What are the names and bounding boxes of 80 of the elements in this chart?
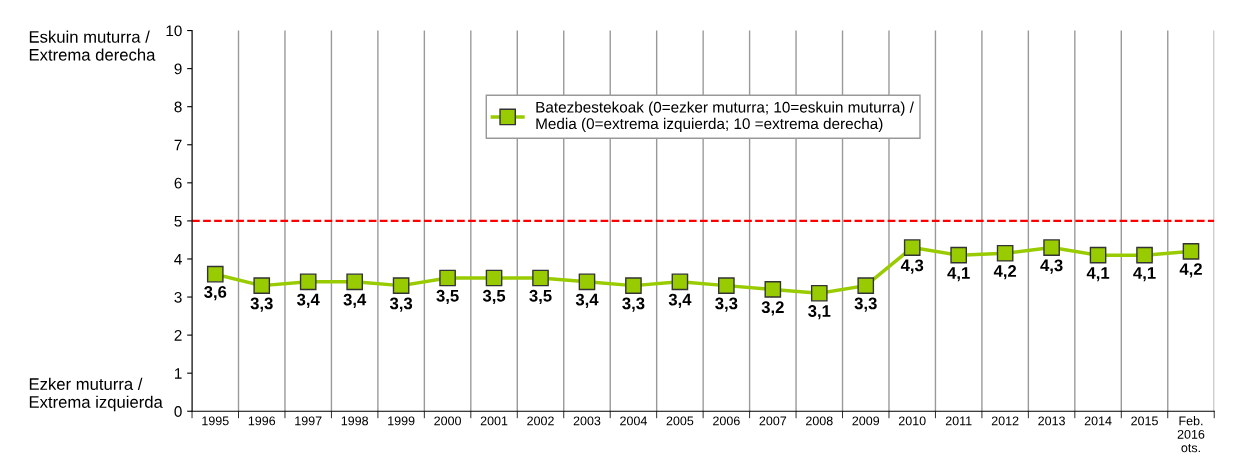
data-label: 3,4 [343,293,367,308]
x-tick-label: 2009 [852,416,880,426]
x-tick-label: 1998 [341,416,369,426]
y-tick-label: 0 [174,406,182,417]
x-tick-label: Feb. 2016 ots. [1177,416,1205,453]
y-tick-label: 8 [174,101,182,113]
x-tick-label: 2002 [527,416,554,426]
point [718,277,735,294]
point [578,273,596,291]
x-tick-label: 2005 [666,416,694,426]
point [950,246,968,264]
x-tick-label: 2010 [898,416,926,426]
point [1089,246,1107,264]
point [206,265,224,283]
legend-label: Batezbestekoak (0=ezker muturra; 10=eskuin muturra) / Media (0=extrema izquierda; 10 =extrema derecha) [536,101,914,133]
x-tick-label: 2001 [480,416,508,426]
point [857,277,875,294]
point [439,269,456,287]
y-tick-label: 10 [166,25,182,37]
x-tick-label: 2013 [1038,416,1065,426]
x-tick-label: 2011 [945,416,972,426]
point [1043,239,1060,256]
data-label: 4,2 [993,265,1017,280]
y-tick-label: 5 [174,215,182,227]
x-tick-label: 1995 [202,416,229,426]
point [996,244,1014,262]
y-tick-label: 9 [174,63,182,75]
data-label: 4,1 [1133,267,1156,282]
point [1182,243,1200,260]
point [1136,246,1153,264]
y-tick-label: 6 [174,177,182,189]
data-label: 3,1 [808,305,831,320]
data-label: 4,3 [900,259,924,274]
x-tick-label: 1997 [295,416,322,426]
x-tick-label: 2000 [434,416,462,426]
x-tick-label: 1996 [248,416,276,426]
x-tick-label: 1999 [388,416,415,426]
y-tick-label: 3 [174,291,182,303]
data-label: 4,2 [1179,263,1202,278]
point [485,269,503,287]
x-tick-label: 2004 [620,416,647,426]
data-label: 3,4 [297,293,320,308]
point [253,277,271,294]
y-tick-label: 4 [174,254,182,265]
data-label: 3,4 [575,293,599,308]
data-label: 3,5 [529,289,552,305]
point [532,269,549,287]
point [392,277,410,294]
x-tick-label: 2008 [806,416,833,426]
data-label: 3,3 [854,297,877,312]
data-label: 3,3 [622,297,645,312]
data-label: 3,5 [482,289,506,305]
x-tick-label: 2014 [1084,416,1112,426]
point [625,277,642,294]
y-tick-label: 2 [174,329,182,341]
data-label: 3,3 [389,297,413,312]
point [299,273,317,291]
data-label: 4,3 [1040,259,1063,274]
data-label: 4,1 [1086,267,1110,282]
point [671,273,689,291]
data-label: 3,2 [761,301,784,316]
data-label: 3,6 [204,286,227,301]
x-tick-label: 2007 [759,416,787,426]
text: Ezker muturra / Extrema izquierda [29,377,163,412]
point [346,273,363,291]
point [810,284,828,302]
data-label: 3,3 [715,297,738,312]
data-label: 3,3 [250,297,273,312]
x-tick-label: 2012 [991,416,1019,426]
y-tick-label: 7 [174,139,182,151]
x-tick-label: 2015 [1131,416,1158,426]
point [764,281,782,298]
x-tick-label: 2003 [573,416,601,426]
text: Eskuin muturra / Extrema derecha [29,30,156,61]
data-label: 4,1 [947,267,970,282]
point [903,239,921,256]
data-label: 3,5 [436,289,459,305]
y-tick-label: 1 [174,368,182,379]
data-label: 3,4 [668,293,692,308]
x-tick-label: 2006 [713,416,740,426]
